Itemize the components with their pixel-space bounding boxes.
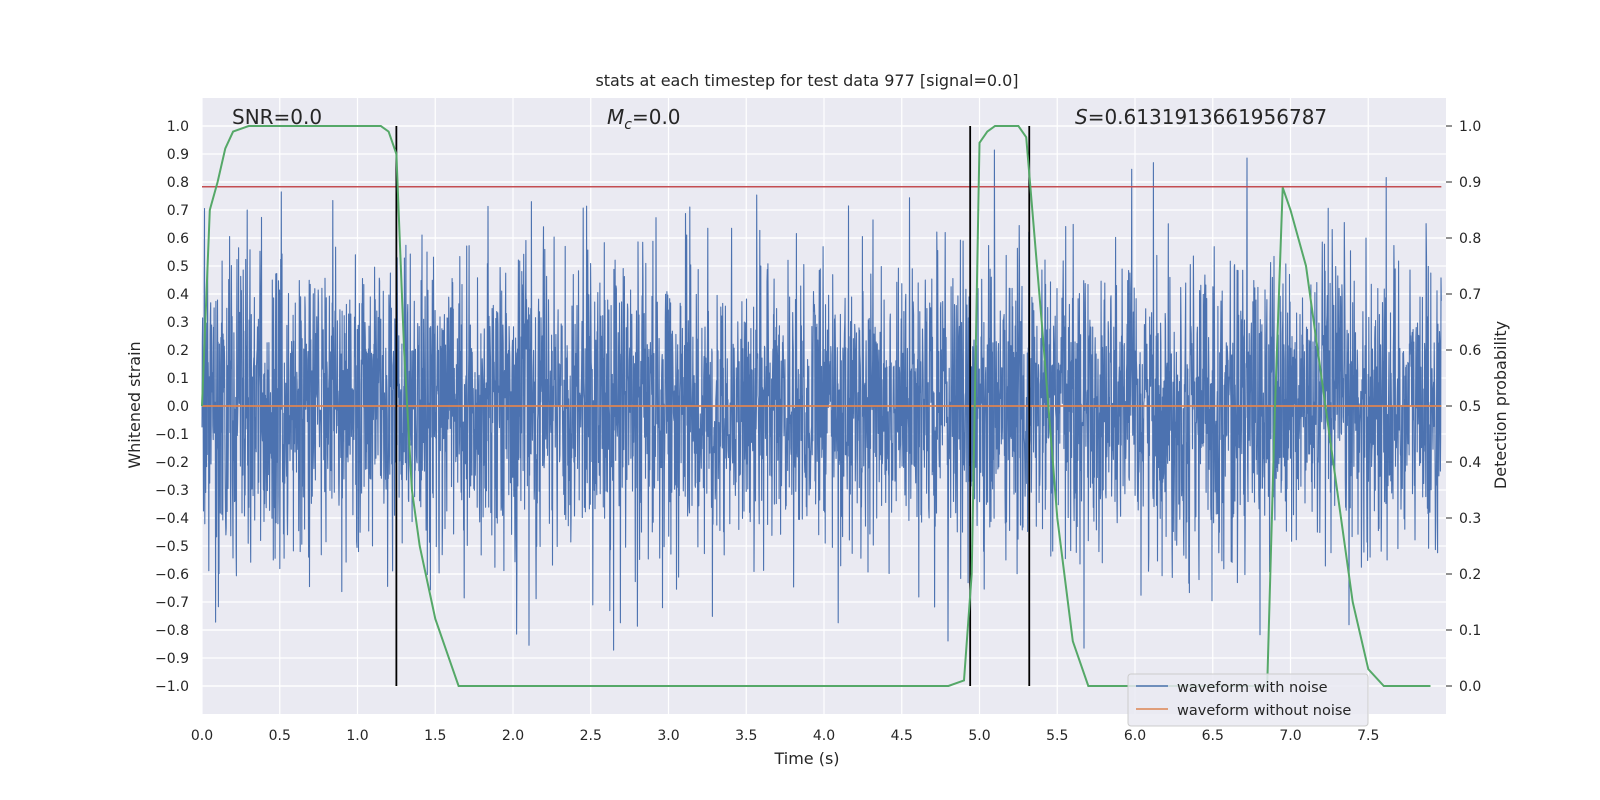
- x-tick-label: 0.5: [269, 728, 291, 744]
- y-tick-label: 0.8: [167, 175, 189, 191]
- y2-tick-label: 0.0: [1459, 679, 1481, 695]
- x-tick-label: 2.0: [502, 728, 524, 744]
- y2-tick-label: 0.4: [1459, 455, 1481, 471]
- x-tick-label: 4.5: [891, 728, 913, 744]
- series-waveform-with-noise: [201, 149, 1442, 651]
- y-tick-label: 0.3: [167, 315, 189, 331]
- y-tick-label: −0.9: [155, 651, 189, 667]
- y-tick-label: 0.7: [167, 203, 189, 219]
- y-tick-label: −1.0: [155, 679, 189, 695]
- y-tick-label: 0.4: [167, 287, 189, 303]
- x-tick-label: 0.0: [191, 728, 213, 744]
- x-tick-label: 3.0: [657, 728, 679, 744]
- x-axis-label: Time (s): [773, 749, 839, 768]
- legend-label-noise: waveform with noise: [1177, 680, 1328, 696]
- y2-tick-label: 0.3: [1459, 511, 1481, 527]
- y-tick-label: −0.7: [155, 595, 189, 611]
- x-tick-label: 3.5: [735, 728, 757, 744]
- x-tick-label: 7.5: [1357, 728, 1379, 744]
- y2-tick-label: 1.0: [1459, 119, 1481, 135]
- legend: waveform with noise waveform without noi…: [1127, 673, 1369, 727]
- y-tick-label: 0.6: [167, 231, 189, 247]
- x-tick-label: 6.0: [1124, 728, 1146, 744]
- legend-box: [1127, 673, 1369, 727]
- y-tick-label: −0.6: [155, 567, 189, 583]
- y-tick-label: −0.4: [155, 511, 189, 527]
- mc-symbol: M: [607, 105, 624, 129]
- y-tick-label: −0.1: [155, 427, 189, 443]
- x-tick-label: 2.5: [580, 728, 602, 744]
- snr-annotation: SNR=0.0: [232, 105, 322, 129]
- series-lines: [201, 125, 1442, 687]
- x-tick-label: 1.0: [346, 728, 368, 744]
- y-tick-label: 0.5: [167, 259, 189, 275]
- y-tick-label: −0.2: [155, 455, 189, 471]
- y2-tick-label: 0.1: [1459, 623, 1481, 639]
- y-tick-label: −0.5: [155, 539, 189, 555]
- y-tick-label: 0.2: [167, 343, 189, 359]
- x-tick-label: 7.0: [1279, 728, 1301, 744]
- noise-waveform-line: [201, 149, 1442, 651]
- y-tick-label: 0.1: [167, 371, 189, 387]
- y-tick-label: 0.0: [167, 399, 189, 415]
- s-symbol: S: [1075, 105, 1088, 129]
- chart-title: stats at each timestep for test data 977…: [595, 71, 1018, 90]
- axis-ticks: 0.0 0.5 1.0 1.5 2.0 2.5 3.0 3.5 4.0 4.5 5.0 5.5 6.0 6…: [155, 119, 1481, 744]
- x-tick-label: 6.5: [1202, 728, 1224, 744]
- s-value: =0.6131913661956787: [1088, 105, 1327, 129]
- y2-tick-label: 0.2: [1459, 567, 1481, 583]
- y2-tick-label: 0.6: [1459, 343, 1481, 359]
- y-tick-label: −0.8: [155, 623, 189, 639]
- y2-tick-label: 0.5: [1459, 399, 1481, 415]
- chirp-mass-annotation: Mc=0.0: [607, 105, 681, 133]
- y-tick-label: 1.0: [167, 119, 189, 135]
- x-tick-label: 5.5: [1046, 728, 1068, 744]
- y2-axis-label: Detection probability: [1491, 321, 1510, 489]
- x-tick-label: 1.5: [424, 728, 446, 744]
- mc-subscript: c: [624, 117, 632, 133]
- mc-value: =0.0: [632, 105, 681, 129]
- detection-probability-line: [201, 125, 1431, 687]
- y-axis-label: Whitened strain: [125, 341, 144, 468]
- x-tick-label: 5.0: [968, 728, 990, 744]
- y2-tick-label: 0.8: [1459, 231, 1481, 247]
- y-tick-label: −0.3: [155, 483, 189, 499]
- y-tick-label: 0.9: [167, 147, 189, 163]
- s-annotation: S=0.6131913661956787: [1075, 105, 1327, 129]
- legend-label-clean: waveform without noise: [1177, 703, 1351, 719]
- y2-tick-label: 0.9: [1459, 175, 1481, 191]
- y2-tick-label: 0.7: [1459, 287, 1481, 303]
- x-tick-label: 4.0: [813, 728, 835, 744]
